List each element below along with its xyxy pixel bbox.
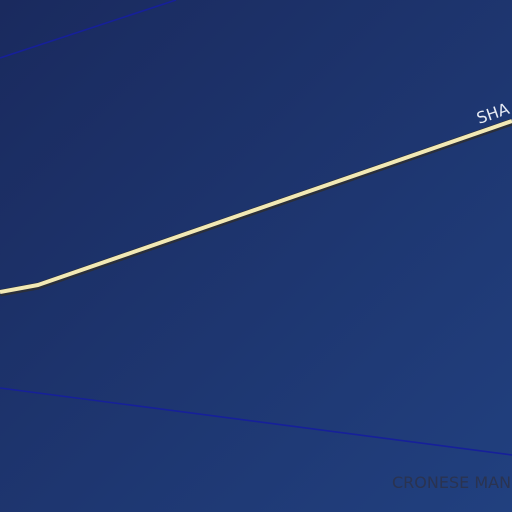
boundary-line [0,0,177,59]
place-label: CRONESE MAN [392,473,511,492]
boundary-line [0,387,512,456]
road [0,119,512,294]
